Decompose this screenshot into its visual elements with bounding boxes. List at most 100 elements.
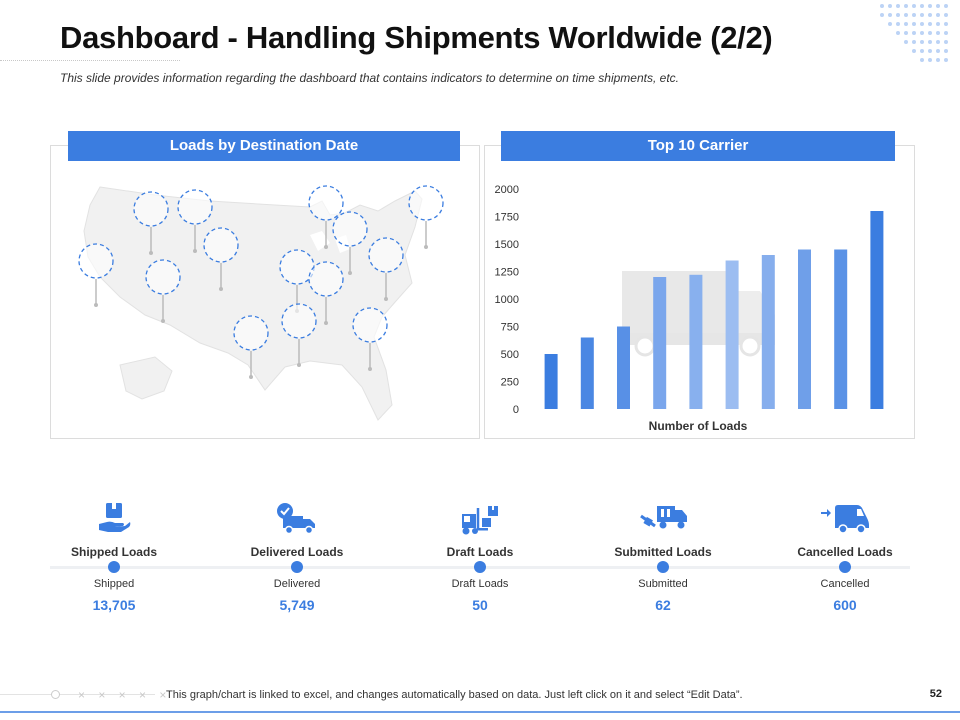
decor-dot	[912, 22, 916, 26]
kpi-timeline-dot	[657, 561, 669, 573]
y-tick-label: 2000	[495, 184, 519, 196]
top-carrier-bar-chart: 2000 1750 1500 1250 1000 750 500 250 0 Number of…	[495, 184, 884, 433]
forklift-icon	[410, 498, 550, 538]
decor-dot	[896, 31, 900, 35]
decor-dot	[928, 13, 932, 17]
kpi-title: Shipped Loads	[70, 545, 157, 559]
decor-dot	[928, 40, 932, 44]
decor-dot	[904, 13, 908, 17]
map-panel-title: Loads by Destination Date	[68, 131, 460, 161]
footer-rule	[0, 694, 155, 695]
bar-carrier-7	[761, 255, 775, 409]
decor-dot	[944, 22, 948, 26]
bar-carrier-9	[834, 249, 848, 409]
decor-dot	[944, 40, 948, 44]
decor-dot	[880, 4, 884, 8]
map-pin	[352, 307, 388, 371]
kpi-subtitle: Submitted	[638, 578, 688, 590]
kpi-subtitle: Draft Loads	[451, 578, 509, 590]
decor-dot	[928, 58, 932, 62]
kpi-value: 600	[833, 597, 857, 613]
decor-dot	[920, 58, 924, 62]
decor-dot	[936, 22, 940, 26]
decor-dot	[904, 40, 908, 44]
decor-dot	[912, 13, 916, 17]
decor-dot	[936, 31, 940, 35]
decor-dot	[944, 49, 948, 53]
decor-dot	[888, 4, 892, 8]
y-tick-label: 1250	[495, 267, 519, 279]
kpi-card: Submitted Loads Submitted 62	[593, 498, 733, 613]
bar-carrier-2	[580, 337, 594, 409]
y-tick-label: 250	[501, 377, 519, 389]
decor-dot	[944, 58, 948, 62]
kpi-value: 62	[655, 597, 671, 613]
decor-dot	[920, 49, 924, 53]
truck-icon	[775, 498, 915, 538]
kpi-card: Shipped Loads Shipped 13,705	[44, 498, 184, 613]
y-tick-label: 0	[513, 404, 519, 416]
kpi-title: Cancelled Loads	[797, 545, 893, 559]
bar-carrier-5	[689, 274, 703, 409]
decor-dot	[928, 49, 932, 53]
decor-dot	[912, 31, 916, 35]
decor-dot	[936, 49, 940, 53]
decor-dot	[880, 13, 884, 17]
decor-dot	[936, 58, 940, 62]
decor-dot	[936, 40, 940, 44]
decor-dot	[920, 40, 924, 44]
footer-x-marks: × × × × ×	[78, 688, 172, 702]
decor-dot	[920, 22, 924, 26]
decor-dot	[896, 13, 900, 17]
map-pin	[177, 189, 213, 253]
map-pin	[145, 259, 181, 323]
map-pin	[408, 185, 444, 249]
decor-dot	[904, 4, 908, 8]
y-tick-label: 500	[501, 349, 519, 361]
kpi-subtitle: Cancelled	[820, 578, 870, 590]
kpi-subtitle: Delivered	[273, 578, 321, 590]
us-map-lakes	[310, 231, 350, 253]
decor-dot	[912, 40, 916, 44]
kpi-card: Draft Loads Draft Loads 50	[410, 498, 550, 613]
decor-dot	[928, 31, 932, 35]
decor-dot	[920, 13, 924, 17]
box-hand-icon	[44, 498, 184, 538]
kpi-title: Draft Loads	[446, 545, 514, 559]
kpi-timeline-dot	[839, 561, 851, 573]
decor-dot	[944, 31, 948, 35]
decor-dot	[896, 22, 900, 26]
kpi-title: Delivered Loads	[250, 545, 344, 559]
decor-dot	[928, 4, 932, 8]
y-tick-label: 1000	[495, 294, 519, 306]
bar-carrier-10	[870, 211, 884, 409]
decor-dot	[912, 49, 916, 53]
bar-carrier-6	[725, 260, 739, 409]
bar-carrier-1	[544, 354, 558, 409]
map-pin	[133, 191, 169, 255]
decor-dot	[928, 22, 932, 26]
decor-dot	[904, 31, 908, 35]
decor-dot	[920, 31, 924, 35]
decor-dot	[912, 4, 916, 8]
decor-dot	[888, 13, 892, 17]
alaska-shape	[119, 356, 173, 400]
kpi-value: 50	[472, 597, 488, 613]
y-tick-label: 750	[501, 322, 519, 334]
y-tick-label: 1750	[495, 212, 519, 224]
decor-dot	[904, 22, 908, 26]
map-pin	[368, 237, 404, 301]
y-tick-label: 1500	[495, 239, 519, 251]
decor-dot	[936, 4, 940, 8]
bar-carrier-8	[798, 249, 811, 409]
map-pin	[203, 227, 239, 291]
footer-circle-icon	[51, 690, 60, 699]
kpi-card: Delivered Loads Delivered 5,749	[227, 498, 367, 613]
loading-truck-icon	[593, 498, 733, 538]
map-pin	[281, 303, 317, 367]
kpi-timeline-dot	[291, 561, 303, 573]
us-map	[78, 185, 444, 421]
x-axis-label: Number of Loads	[649, 419, 748, 433]
map-pin	[332, 211, 368, 275]
kpi-value: 5,749	[279, 597, 315, 613]
